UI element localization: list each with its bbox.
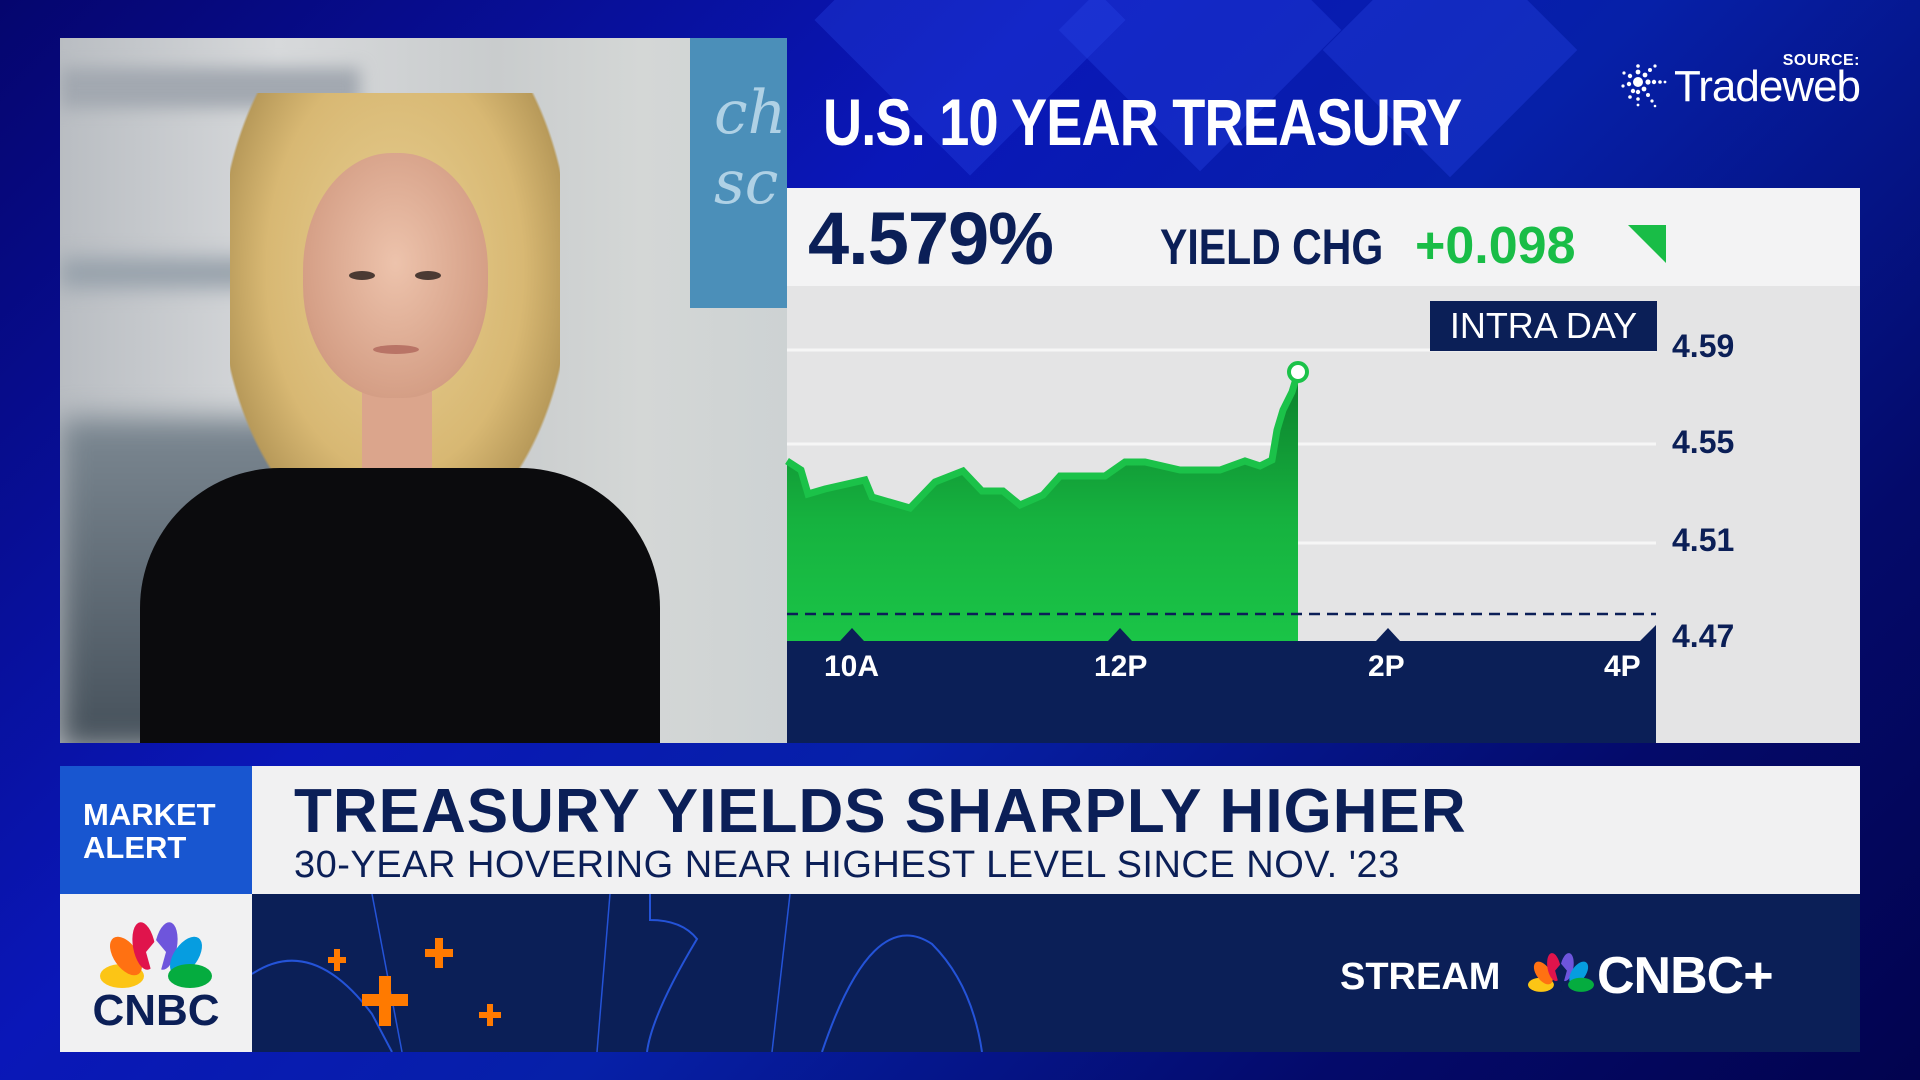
- alert-tag-line1: MARKET: [83, 797, 216, 832]
- y-tick-label: 4.59: [1672, 328, 1735, 364]
- tradeweb-logo: Tradeweb: [1620, 62, 1861, 112]
- last-point-marker: [1287, 361, 1309, 383]
- yield-change-label: YIELD CHG: [1160, 219, 1384, 275]
- x-tick-label: 4P: [1604, 650, 1641, 683]
- y-tick-label: 4.55: [1672, 424, 1735, 460]
- guest-clothing: [140, 468, 660, 743]
- headline-box: TREASURY YIELDS SHARPLY HIGHER 30-YEAR H…: [252, 766, 1860, 894]
- cnbc-peacock-icon: [100, 922, 212, 988]
- stream-label: STREAM: [1340, 956, 1501, 998]
- subheadline: 30-YEAR HOVERING NEAR HIGHEST LEVEL SINC…: [294, 844, 1400, 886]
- alert-tag-line2: ALERT: [83, 830, 187, 865]
- cnbc-plus-peacock-icon: [1528, 953, 1594, 992]
- yield-change-value: +0.098: [1415, 217, 1576, 275]
- yield-value: 4.579%: [808, 197, 1054, 280]
- x-tick-label: 2P: [1368, 650, 1405, 683]
- orange-plus-decoration: [362, 994, 408, 1006]
- market-alert-tag: MARKET ALERT: [60, 766, 252, 894]
- orange-plus-decoration: [425, 949, 453, 957]
- headline: TREASURY YIELDS SHARPLY HIGHER: [294, 777, 1467, 846]
- yield-header-box: [787, 188, 1860, 286]
- chart-title: U.S. 10 YEAR TREASURY: [823, 85, 1462, 159]
- x-axis-band: [787, 641, 1656, 743]
- guest-face: [303, 153, 488, 398]
- promo-strip: STREAM CNBC+: [252, 894, 1860, 1052]
- decorative-lines: [252, 894, 983, 1052]
- intraday-badge: INTRA DAY: [1430, 301, 1657, 351]
- y-tick-label: 4.51: [1672, 522, 1735, 558]
- tradeweb-starburst-icon: [1621, 64, 1667, 108]
- cnbc-wordmark: CNBC: [92, 986, 220, 1035]
- x-tick-label: 12P: [1094, 650, 1148, 683]
- yield-line: [785, 370, 1302, 512]
- source-label: SOURCE:: [1782, 52, 1860, 69]
- triangle-up-icon: [1628, 225, 1666, 263]
- yield-area: [787, 372, 1298, 641]
- orange-plus-decoration: [479, 1012, 501, 1018]
- cnbc-plus-wordmark: CNBC+: [1597, 947, 1774, 1005]
- x-tick-label: 10A: [824, 650, 880, 683]
- y-tick-label: 4.47: [1672, 618, 1735, 654]
- orange-plus-decoration: [328, 957, 346, 963]
- background-sign: ch sc: [690, 38, 787, 308]
- cnbc-logo-box: CNBC: [60, 894, 252, 1052]
- guest-video-feed: ch sc: [60, 38, 787, 743]
- tradeweb-name: Tradeweb: [1674, 62, 1861, 111]
